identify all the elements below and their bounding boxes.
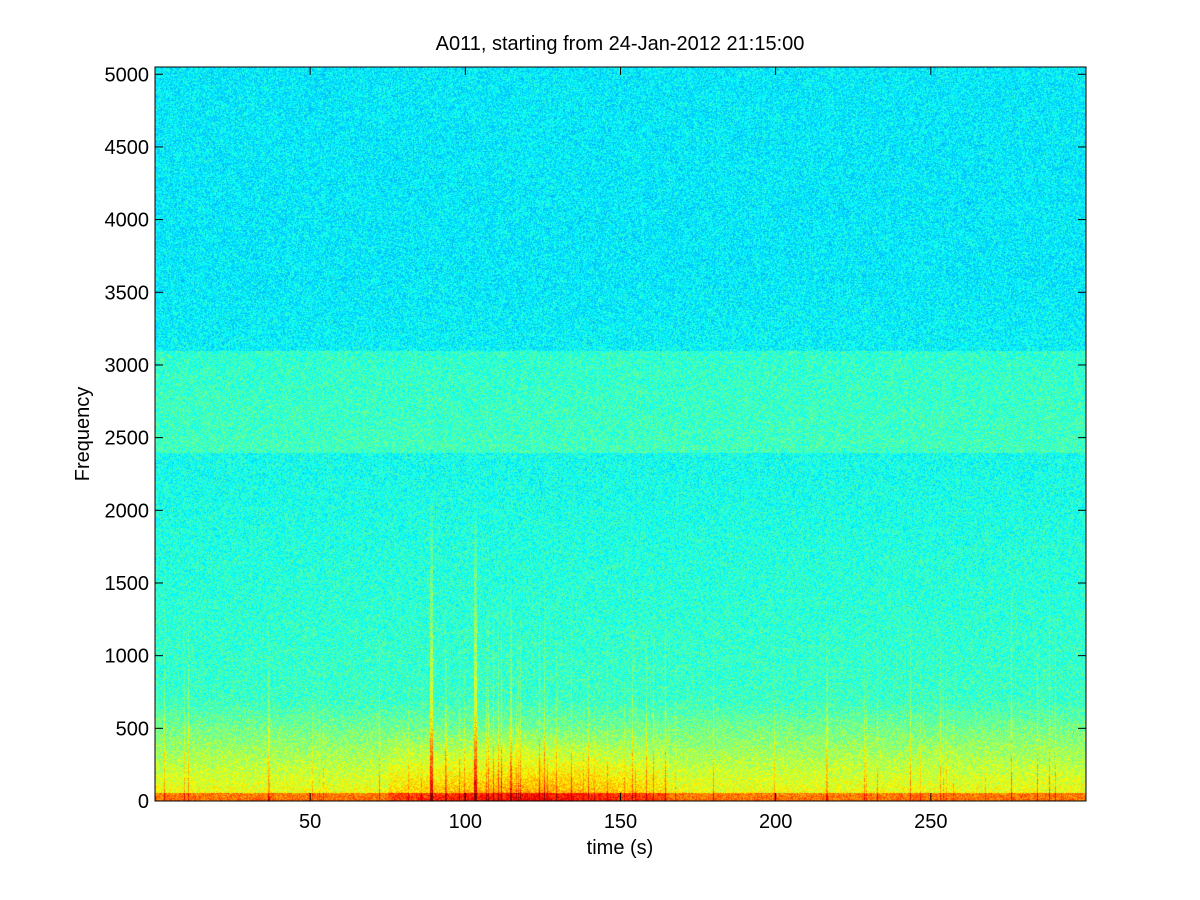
y-tick-label: 3500 bbox=[105, 282, 150, 304]
y-tick-label: 1500 bbox=[105, 573, 150, 595]
y-tick-label: 1000 bbox=[105, 646, 150, 668]
y-tick-label: 5000 bbox=[105, 64, 150, 86]
y-tick-label: 4000 bbox=[105, 210, 150, 232]
y-tick-label: 0 bbox=[138, 791, 149, 813]
y-axis-label: Frequency bbox=[72, 387, 94, 482]
y-axis: 0 500 1000 1500 2000 2500 3000 3500 4000 4500 5000 bbox=[105, 64, 1086, 813]
plot-area bbox=[154, 66, 1087, 802]
y-tick-label: 4500 bbox=[105, 137, 150, 159]
y-tick-label: 500 bbox=[116, 718, 149, 740]
x-tick-label: 150 bbox=[604, 811, 637, 833]
x-axis-label: time (s) bbox=[587, 837, 654, 859]
spectrogram-image bbox=[155, 67, 1086, 801]
y-tick-label: 3000 bbox=[105, 355, 150, 377]
x-tick-label: 200 bbox=[759, 811, 792, 833]
y-tick-label: 2000 bbox=[105, 500, 150, 522]
x-axis: 50 100 150 200 250 bbox=[299, 67, 948, 833]
chart-title: A011, starting from 24-Jan-2012 21:15:00 bbox=[436, 33, 805, 55]
x-tick-label: 50 bbox=[299, 811, 321, 833]
x-tick-label: 250 bbox=[914, 811, 947, 833]
x-tick-label: 100 bbox=[449, 811, 482, 833]
y-tick-label: 2500 bbox=[105, 428, 150, 450]
